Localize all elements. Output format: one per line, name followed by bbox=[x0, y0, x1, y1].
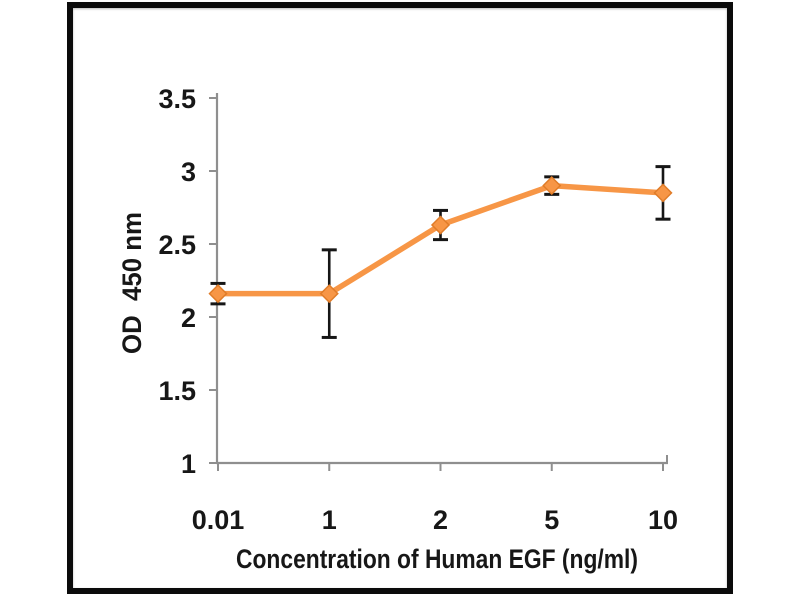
y-tick-label: 1 bbox=[181, 449, 196, 479]
y-tick-label: 3 bbox=[181, 157, 196, 187]
data-point-marker bbox=[430, 215, 451, 235]
chart-frame bbox=[67, 2, 733, 594]
x-tick-label: 2 bbox=[433, 505, 448, 535]
data-point-marker bbox=[542, 176, 562, 196]
data-point-marker bbox=[208, 284, 228, 304]
y-tick-label: 3.5 bbox=[158, 84, 196, 114]
series-layer bbox=[208, 165, 673, 339]
x-tick-label: 0.01 bbox=[192, 505, 245, 535]
y-tick-label: 2 bbox=[181, 303, 196, 333]
x-axis-title: Concentration of Human EGF (ng/ml) bbox=[236, 544, 638, 574]
data-point-marker bbox=[319, 284, 339, 304]
y-tick-label: 1.5 bbox=[158, 376, 196, 406]
y-tick-label: 2.5 bbox=[158, 230, 196, 260]
x-tick-label: 5 bbox=[544, 505, 559, 535]
axes-layer: 1 1.5 2 2.5 3 3.5 0.01 1 2 5 10 bbox=[158, 84, 678, 535]
x-tick-label: 10 bbox=[648, 505, 678, 535]
x-tick-label: 1 bbox=[322, 505, 337, 535]
data-point-marker bbox=[653, 183, 673, 203]
y-axis-title: OD 450 nm bbox=[117, 212, 147, 354]
